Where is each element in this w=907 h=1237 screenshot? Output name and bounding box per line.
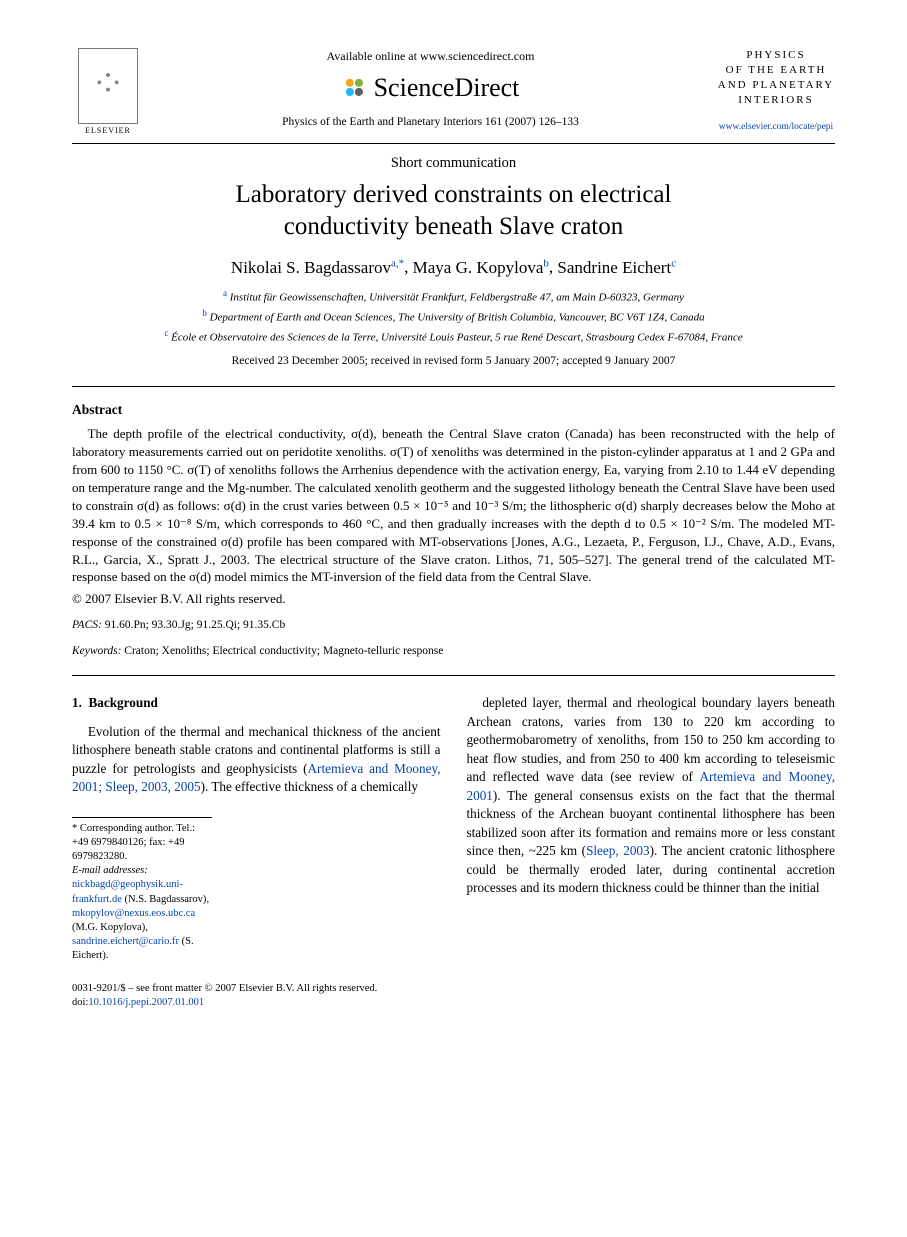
corresponding-author: * Corresponding author. Tel.: +49 697984… — [72, 822, 212, 865]
title-line: Laboratory derived constraints on electr… — [236, 181, 672, 208]
page-footer: 0031-9201/$ – see front matter © 2007 El… — [72, 982, 835, 1010]
issn-line: 0031-9201/$ – see front matter © 2007 El… — [72, 982, 835, 996]
affiliations: a Institut für Geowissenschaften, Univer… — [72, 287, 835, 346]
sciencedirect-mark-icon — [342, 75, 368, 101]
author-marks: b — [543, 257, 549, 269]
journal-logo-line: AND PLANETARY — [717, 78, 835, 93]
email-link[interactable]: sandrine.eichert@cario.fr — [72, 936, 179, 947]
column-right: depleted layer, thermal and rheological … — [467, 694, 836, 963]
keywords-text: Craton; Xenoliths; Electrical conductivi… — [124, 645, 443, 657]
journal-cover-logo: PHYSICS OF THE EARTH AND PLANETARY INTER… — [717, 48, 835, 134]
elsevier-label: ELSEVIER — [72, 126, 144, 137]
abstract-block: The depth profile of the electrical cond… — [72, 425, 835, 608]
journal-reference: Physics of the Earth and Planetary Inter… — [154, 115, 707, 131]
sciencedirect-logo: ScienceDirect — [342, 70, 520, 105]
author: Nikolai S. Bagdassarova,* — [231, 258, 404, 277]
body-paragraph: depleted layer, thermal and rheological … — [467, 694, 836, 897]
affiliation: a Institut für Geowissenschaften, Univer… — [72, 287, 835, 307]
keywords-label: Keywords: — [72, 645, 121, 657]
journal-homepage-link[interactable]: www.elsevier.com/locate/pepi — [717, 121, 835, 134]
abstract-heading: Abstract — [72, 401, 835, 419]
divider — [72, 675, 835, 676]
column-left: 1. Background Evolution of the thermal a… — [72, 694, 441, 963]
pacs-label: PACS: — [72, 619, 102, 631]
page-header: ELSEVIER Available online at www.science… — [72, 48, 835, 144]
author-marks: c — [671, 257, 676, 269]
copyright-line: © 2007 Elsevier B.V. All rights reserved… — [72, 590, 835, 608]
divider — [72, 386, 835, 387]
article-type: Short communication — [72, 154, 835, 174]
author: Sandrine Eichertc — [557, 258, 676, 277]
affiliation: b Department of Earth and Ocean Sciences… — [72, 307, 835, 327]
footnotes: * Corresponding author. Tel.: +49 697984… — [72, 817, 212, 964]
doi-line: doi:10.1016/j.pepi.2007.01.001 — [72, 996, 835, 1010]
citation-link[interactable]: Sleep, 2003 — [586, 843, 650, 858]
journal-logo-line: OF THE EARTH — [717, 63, 835, 78]
section-heading: 1. Background — [72, 694, 441, 712]
available-online-line: Available online at www.sciencedirect.co… — [154, 48, 707, 64]
email-link[interactable]: mkopylov@nexus.eos.ubc.ca — [72, 908, 195, 919]
header-center: Available online at www.sciencedirect.co… — [144, 48, 717, 131]
elsevier-tree-icon — [78, 48, 138, 124]
journal-logo-line: INTERIORS — [717, 93, 835, 108]
author-marks: a,* — [391, 257, 404, 269]
body-paragraph: Evolution of the thermal and mechanical … — [72, 723, 441, 797]
email-block: E-mail addresses: nickbagd@geophysik.uni… — [72, 864, 212, 963]
sciencedirect-text: ScienceDirect — [374, 70, 520, 105]
elsevier-logo: ELSEVIER — [72, 48, 144, 137]
doi-link[interactable]: 10.1016/j.pepi.2007.01.001 — [88, 997, 204, 1008]
title-line: conductivity beneath Slave craton — [284, 213, 623, 240]
body-columns: 1. Background Evolution of the thermal a… — [72, 694, 835, 963]
journal-logo-line: PHYSICS — [717, 48, 835, 63]
pacs-line: PACS: 91.60.Pn; 93.30.Jg; 91.25.Qi; 91.3… — [72, 618, 835, 634]
article-dates: Received 23 December 2005; received in r… — [72, 354, 835, 370]
keywords-line: Keywords: Craton; Xenoliths; Electrical … — [72, 644, 835, 660]
affiliation: c École et Observatoire des Sciences de … — [72, 327, 835, 347]
email-label: E-mail addresses: — [72, 865, 148, 876]
author-list: Nikolai S. Bagdassarova,*, Maya G. Kopyl… — [72, 256, 835, 280]
article-title: Laboratory derived constraints on electr… — [72, 179, 835, 242]
pacs-codes: 91.60.Pn; 93.30.Jg; 91.25.Qi; 91.35.Cb — [105, 619, 286, 631]
abstract-text: The depth profile of the electrical cond… — [72, 425, 835, 586]
author: Maya G. Kopylovab — [413, 258, 549, 277]
